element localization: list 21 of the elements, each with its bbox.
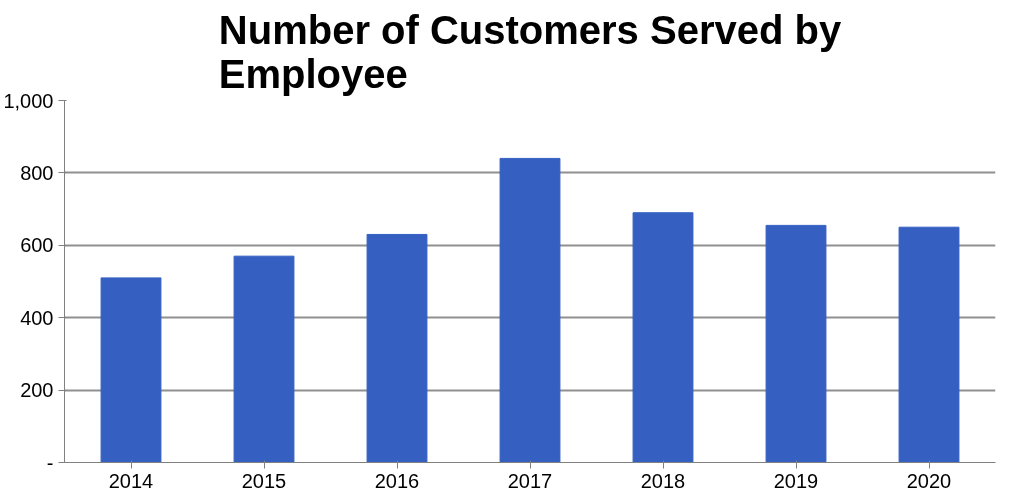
y-tick-label: 1,000: [3, 89, 54, 112]
y-tick-label: 200: [20, 379, 54, 402]
chart-title: Number of Customers Served by Employee: [218, 7, 842, 96]
bar: [366, 233, 428, 463]
y-tick-label: 400: [20, 306, 54, 329]
bar: [632, 212, 694, 463]
bar: [233, 255, 295, 463]
y-tick-label: -: [46, 451, 54, 474]
y-tick-label: 800: [20, 161, 54, 184]
bar: [499, 157, 561, 463]
bar: [765, 224, 827, 463]
bar: [898, 226, 960, 463]
x-tick-label: 2017: [507, 469, 553, 492]
x-tick-label: 2020: [906, 469, 952, 492]
y-tick-label: 600: [20, 234, 54, 257]
x-tick-label: 2019: [773, 469, 819, 492]
bar: [100, 277, 162, 463]
x-tick-label: 2016: [374, 469, 420, 492]
x-tick-label: 2014: [108, 469, 154, 492]
x-tick-label: 2015: [241, 469, 287, 492]
x-tick-label: 2018: [640, 469, 686, 492]
